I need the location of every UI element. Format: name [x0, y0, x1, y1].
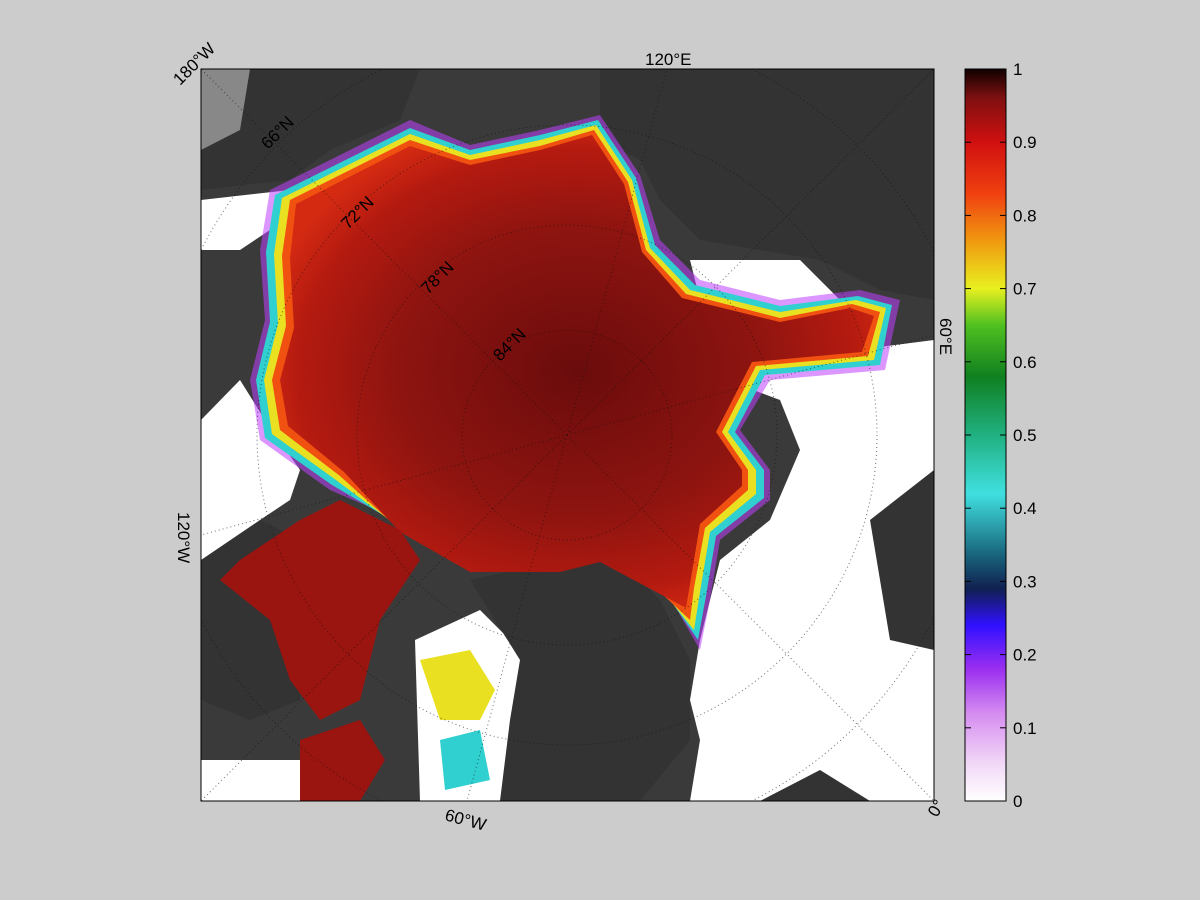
- colorbar-tick-label: 0.9: [1013, 133, 1037, 152]
- no-data-region: [201, 69, 250, 150]
- colorbar-tick-label: 0.5: [1013, 426, 1037, 445]
- colorbar-tick-label: 0.3: [1013, 572, 1037, 591]
- lon-label-120e: 120°E: [645, 50, 692, 69]
- colorbar: 0 0.1 0.2 0.3 0.4 0.5 0.6 0.7 0.8 0.9 1: [964, 60, 1037, 811]
- colorbar-tick-label: 0.6: [1013, 353, 1037, 372]
- map-frame: [200, 68, 935, 802]
- colorbar-tick-label: 0: [1013, 792, 1022, 811]
- map-panel: 66°N 72°N 78°N 84°N: [201, 69, 934, 801]
- colorbar-tick-label: 0.4: [1013, 499, 1037, 518]
- pack-ice: [280, 135, 874, 608]
- colorbar-tick-label: 0.2: [1013, 646, 1037, 665]
- colorbar-tick-label: 0.7: [1013, 280, 1037, 299]
- graticule: [201, 69, 934, 801]
- lon-label-60e: 60°E: [936, 318, 955, 355]
- colorbar-ticks: 0 0.1 0.2 0.3 0.4 0.5 0.6 0.7 0.8 0.9 1: [965, 60, 1037, 811]
- archipelago-ice: [220, 500, 495, 801]
- colorbar-tick-label: 0.1: [1013, 719, 1037, 738]
- lon-label-120w: 120°W: [174, 512, 193, 563]
- lon-label-60w: 60°W: [443, 806, 488, 835]
- colorbar-tick-label: 1: [1013, 60, 1022, 79]
- colorbar-tick-label: 0.8: [1013, 206, 1037, 225]
- colorbar-gradient: [964, 68, 1007, 802]
